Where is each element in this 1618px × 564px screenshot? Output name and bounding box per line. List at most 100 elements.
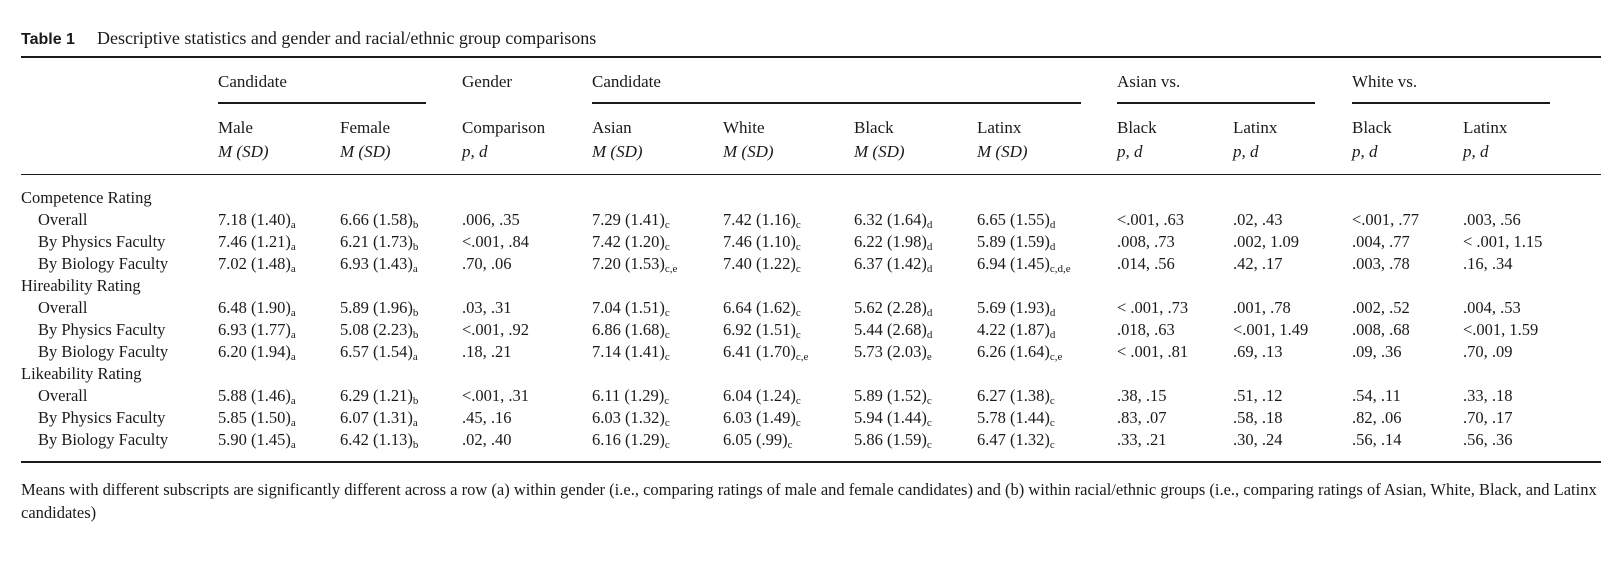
table-cell: .004, .77 <box>1352 232 1410 252</box>
column-header-top: Female <box>340 118 391 137</box>
cell-value: .002, .52 <box>1352 298 1410 317</box>
cell-value: .18, .21 <box>462 342 512 361</box>
table-cell: <.001, 1.49 <box>1233 320 1308 340</box>
cell-value: 6.21 (1.73) <box>340 232 413 251</box>
cell-subscript: a <box>290 439 296 451</box>
cell-subscript: a <box>290 395 296 407</box>
table-label: Table 1 <box>21 31 75 48</box>
table-cell: 7.40 (1.22)c <box>723 254 801 275</box>
cell-value: 6.93 (1.77) <box>218 320 291 339</box>
cell-value: 4.22 (1.87) <box>977 320 1050 339</box>
table-cell: < .001, .81 <box>1117 342 1188 362</box>
row-label: By Biology Faculty <box>38 342 169 361</box>
cell-value: 6.94 (1.45) <box>977 254 1050 273</box>
cell-value: 7.14 (1.41) <box>592 342 665 361</box>
table-cell: 5.86 (1.59)c <box>854 430 932 451</box>
table-cell: .02, .43 <box>1233 210 1283 230</box>
cell-value: .45, .16 <box>462 408 512 427</box>
cell-subscript: c <box>664 417 670 429</box>
table-cell: 6.65 (1.55)d <box>977 210 1056 231</box>
cell-subscript: b <box>412 307 419 319</box>
cell-value: .004, .77 <box>1352 232 1410 251</box>
table-cell: 6.11 (1.29)c <box>592 386 670 407</box>
row-label: By Biology Faculty <box>38 254 169 273</box>
cell-subscript: c <box>1049 439 1055 451</box>
cell-subscript: c <box>926 439 932 451</box>
cell-value: .56, .14 <box>1352 430 1402 449</box>
cell-value: .014, .56 <box>1117 254 1175 273</box>
cell-value: 5.73 (2.03) <box>854 342 927 361</box>
cell-value: 6.20 (1.94) <box>218 342 291 361</box>
cell-value: 6.16 (1.29) <box>592 430 665 449</box>
table-cell: 5.78 (1.44)c <box>977 408 1055 429</box>
cell-value: 5.94 (1.44) <box>854 408 927 427</box>
column-header-stat: M (SD) <box>854 142 905 161</box>
cell-value: .82, .06 <box>1352 408 1402 427</box>
table-cell: 6.42 (1.13)b <box>340 430 419 451</box>
cell-subscript: d <box>1049 219 1056 231</box>
column-header-stat: p, d <box>1352 142 1378 161</box>
cell-value: 6.05 (.99) <box>723 430 788 449</box>
cell-subscript: b <box>412 329 419 341</box>
cell-value: 7.40 (1.22) <box>723 254 796 273</box>
cell-value: 6.04 (1.24) <box>723 386 796 405</box>
cell-subscript: c <box>795 263 801 275</box>
table-cell: 5.89 (1.52)c <box>854 386 932 407</box>
group-header-candidate-gender: Candidate <box>218 72 287 91</box>
table-cell: 6.03 (1.49)c <box>723 408 801 429</box>
row-label: Overall <box>38 298 88 317</box>
cell-value: .54, .11 <box>1352 386 1401 405</box>
cell-value: .02, .43 <box>1233 210 1283 229</box>
section-title: Competence Rating <box>21 188 152 207</box>
table-cell: .18, .21 <box>462 342 512 362</box>
cell-subscript: d <box>926 329 933 341</box>
table-cell: < .001, .73 <box>1117 298 1188 318</box>
cell-subscript: c <box>664 351 670 363</box>
column-header-top: Asian <box>592 118 632 137</box>
table-cell: 6.05 (.99)c <box>723 430 793 451</box>
column-header-top: Black <box>1117 118 1157 137</box>
column-header-top: Latinx <box>1463 118 1508 137</box>
cell-subscript: c <box>664 219 670 231</box>
cell-subscript: b <box>412 439 419 451</box>
table-cell: <.001, .63 <box>1117 210 1184 230</box>
table-cell: 7.29 (1.41)c <box>592 210 670 231</box>
table-cell: 6.92 (1.51)c <box>723 320 801 341</box>
cell-subscript: a <box>290 351 296 363</box>
cell-value: < .001, .81 <box>1117 342 1189 361</box>
cell-value: 6.27 (1.38) <box>977 386 1050 405</box>
cell-subscript: c <box>795 329 801 341</box>
group-header-asian-vs: Asian vs. <box>1117 72 1181 91</box>
cell-value: 7.20 (1.53) <box>592 254 665 273</box>
group-header-candidate-race: Candidate <box>592 72 661 91</box>
table-cell: 5.94 (1.44)c <box>854 408 932 429</box>
table-cell: .003, .78 <box>1352 254 1410 274</box>
column-header-stat: p, d <box>1463 142 1489 161</box>
table-cell: 6.64 (1.62)c <box>723 298 801 319</box>
cell-value: <.001, 1.49 <box>1233 320 1309 339</box>
table-cell: <.001, 1.59 <box>1463 320 1538 340</box>
cell-value: 6.92 (1.51) <box>723 320 796 339</box>
cell-value: .58, .18 <box>1233 408 1283 427</box>
table-cell: 6.94 (1.45)c,d,e <box>977 254 1071 275</box>
candidate-gender-span-line <box>218 102 426 104</box>
table-cell: 4.22 (1.87)d <box>977 320 1055 341</box>
row-label: Overall <box>38 210 88 229</box>
cell-subscript: a <box>290 307 296 319</box>
cell-value: < .001, 1.15 <box>1463 232 1543 251</box>
table-cell: < .001, 1.15 <box>1463 232 1542 252</box>
cell-subscript: a <box>290 241 296 253</box>
table-cell: .56, .36 <box>1463 430 1513 450</box>
table-cell: .82, .06 <box>1352 408 1402 428</box>
cell-value: .001, .78 <box>1233 298 1291 317</box>
cell-value: 5.08 (2.23) <box>340 320 413 339</box>
table-cell: 6.93 (1.43)a <box>340 254 418 275</box>
table-cell: 7.20 (1.53)c,e <box>592 254 677 275</box>
cell-subscript: b <box>412 219 419 231</box>
column-header-stat: M (SD) <box>723 142 774 161</box>
cell-subscript: c <box>1049 417 1055 429</box>
cell-value: 6.64 (1.62) <box>723 298 796 317</box>
cell-subscript: c <box>664 395 670 407</box>
cell-value: 5.44 (2.68) <box>854 320 927 339</box>
table-cell: .001, .78 <box>1233 298 1291 318</box>
